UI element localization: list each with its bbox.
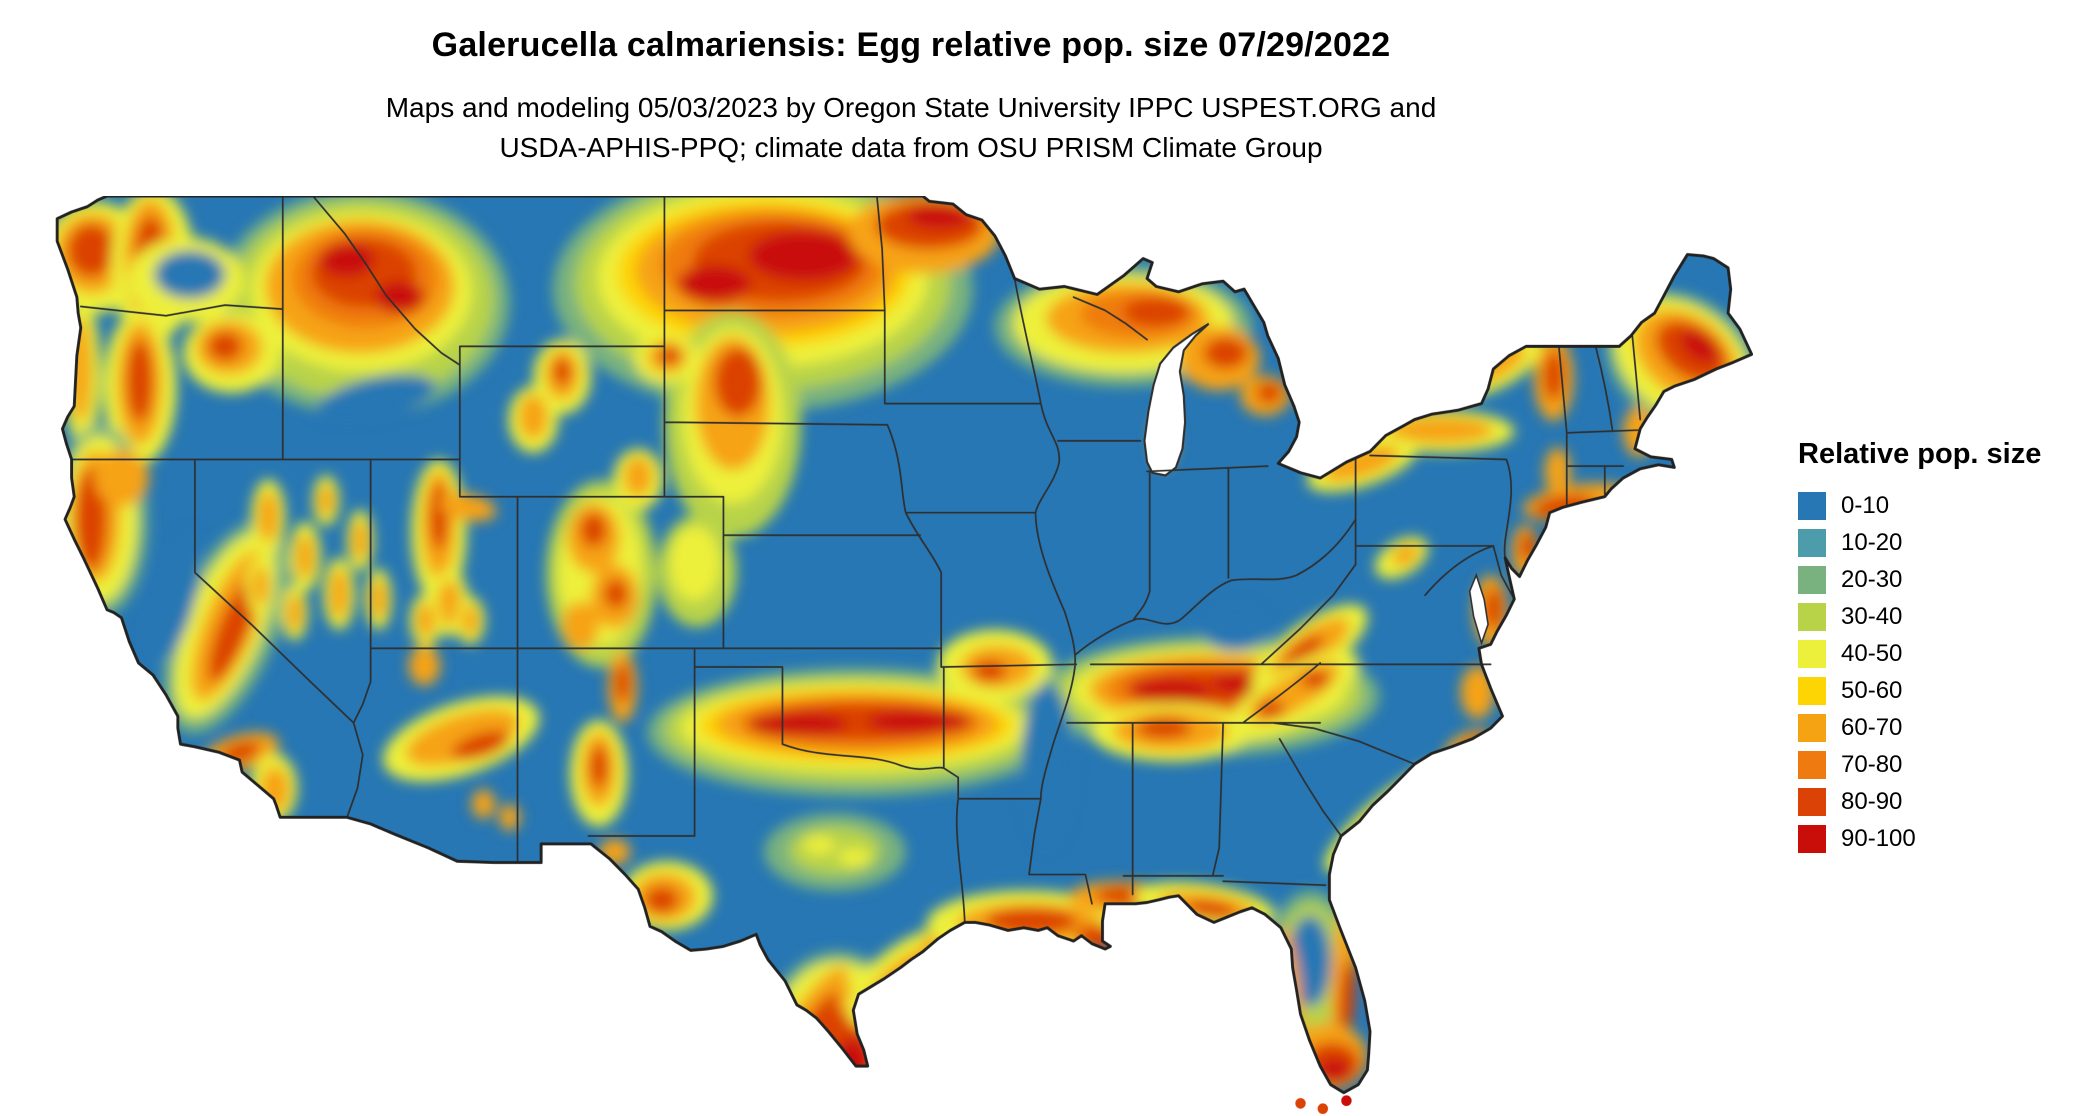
state-borders bbox=[70, 196, 1642, 924]
legend-item: 10-20 bbox=[1798, 524, 2041, 561]
legend-item: 20-30 bbox=[1798, 561, 2041, 598]
legend-swatch bbox=[1798, 565, 1826, 594]
us-outline bbox=[55, 196, 1753, 1095]
lake-michigan bbox=[1143, 322, 1210, 477]
legend-swatch bbox=[1798, 750, 1826, 779]
florida-keys bbox=[1295, 1095, 1352, 1114]
legend-label: 70-80 bbox=[1841, 750, 1903, 778]
legend-label: 0-10 bbox=[1841, 491, 1890, 519]
legend-label: 30-40 bbox=[1841, 602, 1903, 630]
legend-swatch bbox=[1798, 676, 1826, 705]
legend-item: 0-10 bbox=[1798, 487, 2041, 524]
page-title: Galerucella calmariensis: Egg relative p… bbox=[431, 26, 1391, 64]
legend-item: 50-60 bbox=[1798, 672, 2041, 709]
legend-item: 90-100 bbox=[1798, 820, 2041, 857]
legend-swatch bbox=[1798, 639, 1826, 668]
legend-label: 40-50 bbox=[1841, 639, 1903, 667]
legend-swatch bbox=[1798, 787, 1826, 816]
legend-swatch bbox=[1798, 602, 1826, 631]
map-raster bbox=[57, 196, 1752, 1093]
legend-label: 10-20 bbox=[1841, 528, 1903, 556]
legend-item: 60-70 bbox=[1798, 709, 2041, 746]
legend-title: Relative pop. size bbox=[1798, 438, 2042, 470]
legend-label: 50-60 bbox=[1841, 676, 1903, 704]
legend-item: 70-80 bbox=[1798, 746, 2041, 783]
legend-label: 20-30 bbox=[1841, 565, 1903, 593]
legend-item: 80-90 bbox=[1798, 783, 2041, 820]
legend-swatch bbox=[1798, 528, 1826, 557]
legend-swatch bbox=[1798, 824, 1826, 853]
legend: Relative pop. size 0-10 10-20 20-30 30-4… bbox=[1798, 438, 2041, 857]
legend-label: 90-100 bbox=[1841, 824, 1916, 852]
us-map-svg bbox=[55, 196, 1753, 1114]
legend-item: 40-50 bbox=[1798, 635, 2041, 672]
legend-item: 30-40 bbox=[1798, 598, 2041, 635]
us-population-map bbox=[48, 196, 1753, 1114]
page-subtitle-line1: Maps and modeling 05/03/2023 by Oregon S… bbox=[385, 92, 1437, 123]
page-subtitle-line2: USDA-APHIS-PPQ; climate data from OSU PR… bbox=[499, 132, 1323, 163]
chesapeake-bay bbox=[1468, 572, 1489, 646]
legend-label: 60-70 bbox=[1841, 713, 1903, 741]
legend-label: 80-90 bbox=[1841, 787, 1903, 815]
legend-swatch bbox=[1798, 491, 1826, 520]
legend-swatch bbox=[1798, 713, 1826, 742]
